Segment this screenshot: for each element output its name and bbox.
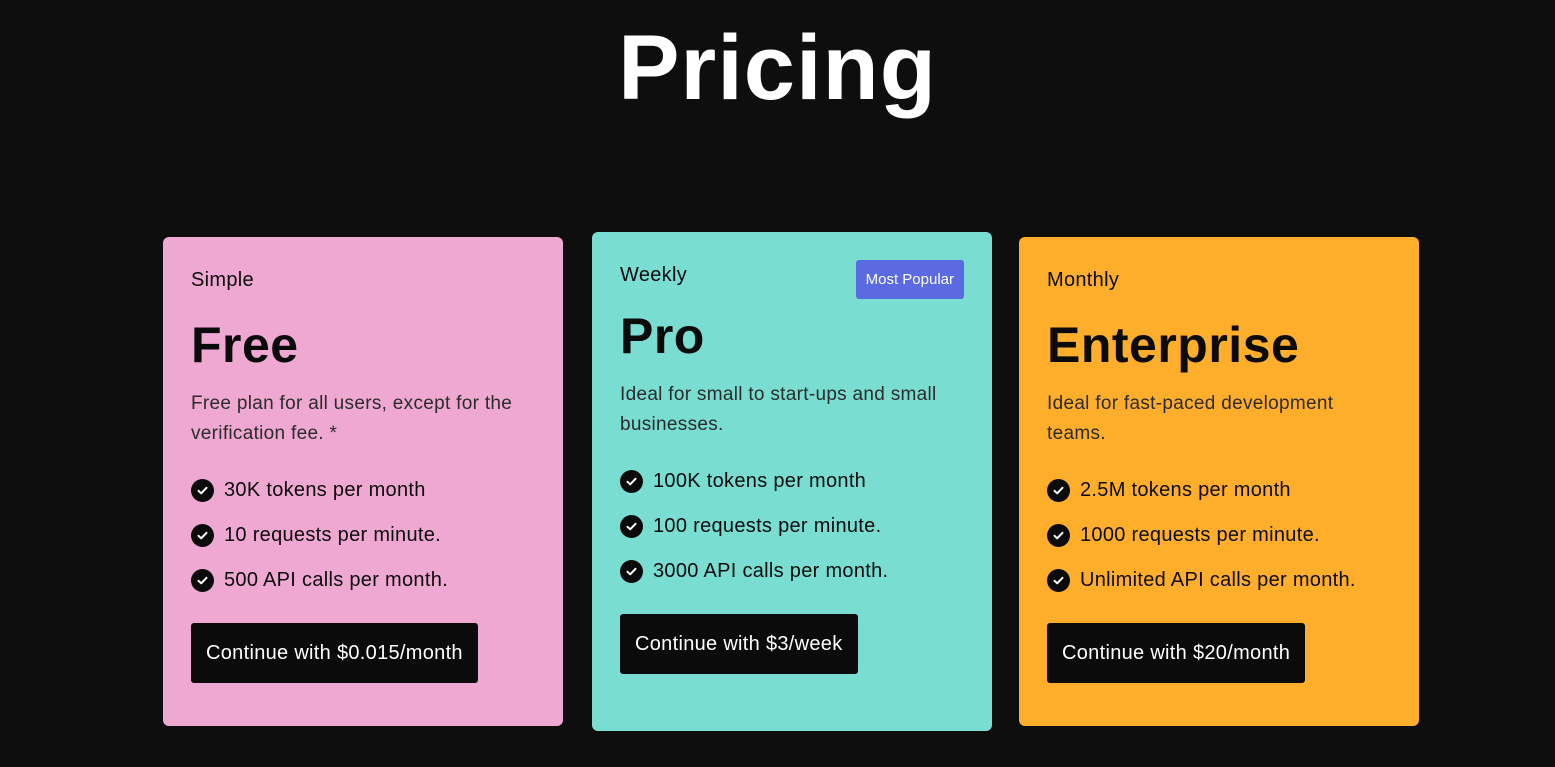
feature-item: 1000 requests per minute. [1047,513,1391,558]
feature-text: Unlimited API calls per month. [1080,569,1356,591]
tier-name: Simple [191,269,254,291]
feature-text: 100 requests per minute. [653,515,882,537]
feature-list: 30K tokens per month 10 requests per min… [191,468,535,603]
plan-card-monthly: Monthly Enterprise Ideal for fast-paced … [1019,237,1419,726]
card-header: Weekly Most Popular [620,260,964,299]
feature-text: 2.5M tokens per month [1080,479,1291,501]
plan-title: Free [191,317,299,373]
check-circle-icon [620,515,643,538]
check-circle-icon [191,479,214,502]
page-title: Pricing [618,17,937,119]
feature-text: 100K tokens per month [653,470,867,492]
plan-description: Free plan for all users, except for the … [191,393,513,444]
feature-item: 10 requests per minute. [191,513,535,558]
plan-description: Ideal for fast-paced development teams. [1047,393,1334,444]
check-circle-icon [1047,524,1070,547]
continue-pro-button[interactable]: Continue with $3/week [620,614,858,674]
check-circle-icon [191,569,214,592]
feature-text: 500 API calls per month. [224,569,448,591]
check-circle-icon [1047,569,1070,592]
plan-title: Enterprise [1047,317,1300,373]
feature-item: 500 API calls per month. [191,558,535,603]
feature-item: 30K tokens per month [191,468,535,513]
plan-title: Pro [620,308,705,364]
most-popular-badge: Most Popular [855,260,964,299]
plan-description: Ideal for small to start-ups and small b… [620,384,937,435]
check-circle-icon [1047,479,1070,502]
tier-name: Weekly [620,264,688,286]
feature-text: 1000 requests per minute. [1080,524,1320,546]
continue-free-button[interactable]: Continue with $0.015/month [191,623,478,683]
tier-name: Monthly [1047,269,1120,291]
check-circle-icon [191,524,214,547]
feature-text: 3000 API calls per month. [653,560,889,582]
plan-card-weekly: Weekly Most Popular Pro Ideal for small … [592,232,992,731]
feature-item: 3000 API calls per month. [620,549,964,594]
feature-text: 30K tokens per month [224,479,426,501]
feature-text: 10 requests per minute. [224,524,442,546]
card-header: Monthly [1047,265,1391,295]
check-circle-icon [620,560,643,583]
feature-item: 2.5M tokens per month [1047,468,1391,513]
check-circle-icon [620,470,643,493]
feature-list: 2.5M tokens per month 1000 requests per … [1047,468,1391,603]
continue-enterprise-button[interactable]: Continue with $20/month [1047,623,1306,683]
feature-list: 100K tokens per month 100 requests per m… [620,459,964,594]
feature-item: 100 requests per minute. [620,504,964,549]
plan-card-simple: Simple Free Free plan for all users, exc… [163,237,563,726]
feature-item: Unlimited API calls per month. [1047,558,1391,603]
card-header: Simple [191,265,535,295]
feature-item: 100K tokens per month [620,459,964,504]
